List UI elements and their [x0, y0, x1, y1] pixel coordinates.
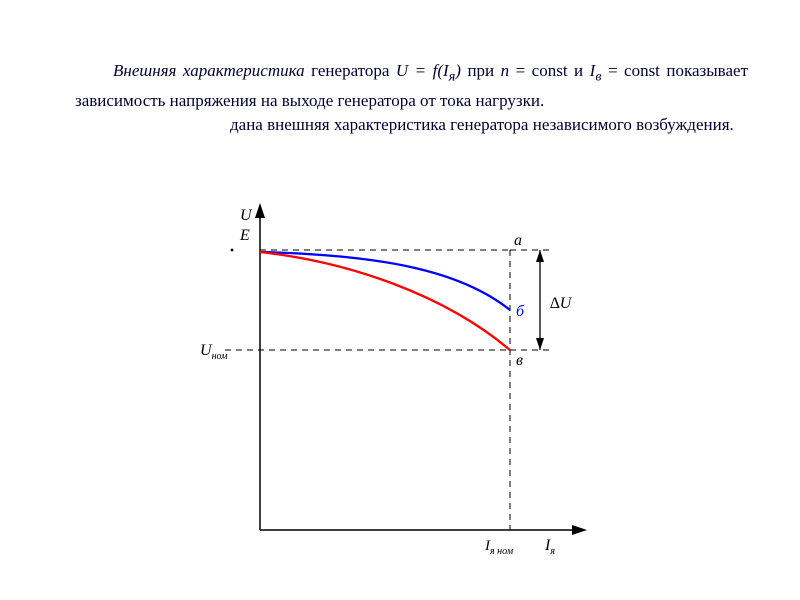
label-Ia-nom: Iя ном: [484, 538, 514, 557]
label-v: в: [516, 352, 523, 369]
x-axis-arrow: [572, 525, 587, 535]
curve-red: [260, 252, 510, 350]
label-Unom: Uном: [200, 342, 228, 362]
dot-icon: [231, 249, 234, 252]
deltaU-arrow-down: [536, 338, 544, 350]
description-paragraph-1: Внешняя характеристика генератора U = f(…: [75, 58, 748, 115]
label-U: U: [240, 207, 253, 224]
formula: U = f(Iя): [396, 61, 461, 80]
label-deltaU: ∆U: [550, 295, 573, 312]
external-characteristic-chart: U E Uном a б в ∆U Iя ном Iя: [200, 190, 620, 580]
y-axis-arrow: [255, 203, 265, 218]
label-b: б: [516, 303, 525, 320]
phrase-italic: Внешняя характеристика: [113, 61, 305, 80]
label-Ia: Iя: [544, 537, 555, 557]
deltaU-arrow-up: [536, 250, 544, 262]
label-E: E: [239, 227, 250, 244]
label-a: a: [514, 232, 522, 249]
description-paragraph-2: дана внешняя характеристика генератора н…: [75, 112, 748, 138]
